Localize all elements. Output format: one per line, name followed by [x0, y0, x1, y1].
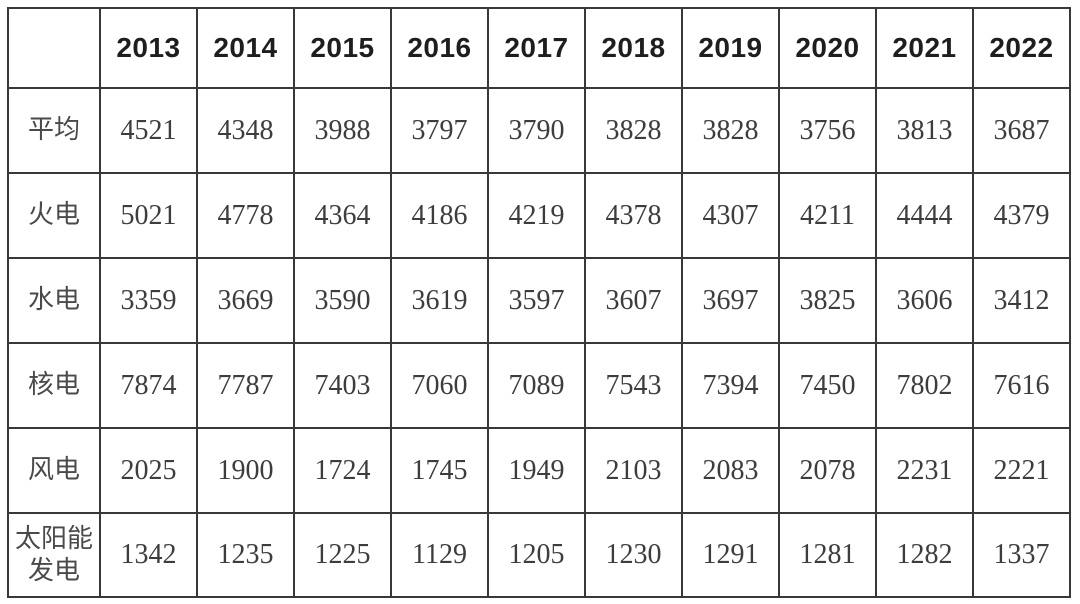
value-cell: 1342	[99, 512, 198, 598]
value-cell: 3597	[487, 257, 586, 344]
value-cell: 3687	[972, 87, 1071, 174]
table-row: 平均 4521 4348 3988 3797 3790 3828 3828 3756 3813 36…	[7, 87, 1071, 174]
year-header: 2016	[390, 7, 489, 89]
value-cell: 3607	[584, 257, 683, 344]
value-cell: 2231	[875, 427, 974, 514]
value-cell: 1724	[293, 427, 392, 514]
value-cell: 1281	[778, 512, 877, 598]
value-cell: 3797	[390, 87, 489, 174]
value-cell: 1745	[390, 427, 489, 514]
value-cell: 7060	[390, 342, 489, 429]
value-cell: 7450	[778, 342, 877, 429]
value-cell: 7787	[196, 342, 295, 429]
value-cell: 4778	[196, 172, 295, 259]
value-cell: 3813	[875, 87, 974, 174]
value-cell: 2083	[681, 427, 780, 514]
table-row: 火电 5021 4778 4364 4186 4219 4378 4307 4211 4444 43…	[7, 172, 1071, 259]
value-cell: 7543	[584, 342, 683, 429]
row-label: 水电	[7, 257, 101, 344]
value-cell: 4219	[487, 172, 586, 259]
year-header: 2019	[681, 7, 780, 89]
value-cell: 7802	[875, 342, 974, 429]
value-cell: 1230	[584, 512, 683, 598]
value-cell: 3756	[778, 87, 877, 174]
value-cell: 3359	[99, 257, 198, 344]
row-label: 核电	[7, 342, 101, 429]
value-cell: 7403	[293, 342, 392, 429]
value-cell: 3606	[875, 257, 974, 344]
data-table: 2013 2014 2015 2016 2017 2018 2019 2020 2021 2022…	[7, 7, 1071, 598]
value-cell: 7089	[487, 342, 586, 429]
table-container: 2013 2014 2015 2016 2017 2018 2019 2020 2021 2022…	[7, 7, 1071, 598]
value-cell: 7394	[681, 342, 780, 429]
year-header: 2018	[584, 7, 683, 89]
value-cell: 2078	[778, 427, 877, 514]
row-label: 火电	[7, 172, 101, 259]
year-header: 2021	[875, 7, 974, 89]
value-cell: 7616	[972, 342, 1071, 429]
value-cell: 3988	[293, 87, 392, 174]
value-cell: 2025	[99, 427, 198, 514]
year-header: 2013	[99, 7, 198, 89]
year-header: 2015	[293, 7, 392, 89]
value-cell: 4211	[778, 172, 877, 259]
value-cell: 3790	[487, 87, 586, 174]
value-cell: 4364	[293, 172, 392, 259]
table-row: 核电 7874 7787 7403 7060 7089 7543 7394 7450 7802 76…	[7, 342, 1071, 429]
value-cell: 3619	[390, 257, 489, 344]
value-cell: 4379	[972, 172, 1071, 259]
value-cell: 3590	[293, 257, 392, 344]
value-cell: 3828	[584, 87, 683, 174]
value-cell: 3669	[196, 257, 295, 344]
year-header: 2017	[487, 7, 586, 89]
value-cell: 1291	[681, 512, 780, 598]
value-cell: 2221	[972, 427, 1071, 514]
value-cell: 4444	[875, 172, 974, 259]
value-cell: 3828	[681, 87, 780, 174]
value-cell: 3412	[972, 257, 1071, 344]
table-row: 太阳能发电 1342 1235 1225 1129 1205 1230 1291 1281 128…	[7, 512, 1071, 598]
row-label: 太阳能发电	[7, 512, 101, 598]
table-row: 风电 2025 1900 1724 1745 1949 2103 2083 2078 2231 22…	[7, 427, 1071, 514]
value-cell: 1282	[875, 512, 974, 598]
value-cell: 3697	[681, 257, 780, 344]
corner-cell	[7, 7, 101, 89]
year-header: 2014	[196, 7, 295, 89]
value-cell: 1949	[487, 427, 586, 514]
value-cell: 1205	[487, 512, 586, 598]
value-cell: 5021	[99, 172, 198, 259]
value-cell: 1337	[972, 512, 1071, 598]
value-cell: 4186	[390, 172, 489, 259]
value-cell: 3825	[778, 257, 877, 344]
year-header: 2020	[778, 7, 877, 89]
value-cell: 1129	[390, 512, 489, 598]
value-cell: 1900	[196, 427, 295, 514]
value-cell: 1225	[293, 512, 392, 598]
value-cell: 4378	[584, 172, 683, 259]
value-cell: 1235	[196, 512, 295, 598]
value-cell: 4348	[196, 87, 295, 174]
value-cell: 4307	[681, 172, 780, 259]
header-row: 2013 2014 2015 2016 2017 2018 2019 2020 2021 2022	[7, 7, 1071, 89]
year-header: 2022	[972, 7, 1071, 89]
value-cell: 4521	[99, 87, 198, 174]
table-body: 平均 4521 4348 3988 3797 3790 3828 3828 3756 3813 36…	[7, 87, 1071, 598]
value-cell: 7874	[99, 342, 198, 429]
row-label: 平均	[7, 87, 101, 174]
table-row: 水电 3359 3669 3590 3619 3597 3607 3697 3825 3606 34…	[7, 257, 1071, 344]
row-label: 风电	[7, 427, 101, 514]
value-cell: 2103	[584, 427, 683, 514]
